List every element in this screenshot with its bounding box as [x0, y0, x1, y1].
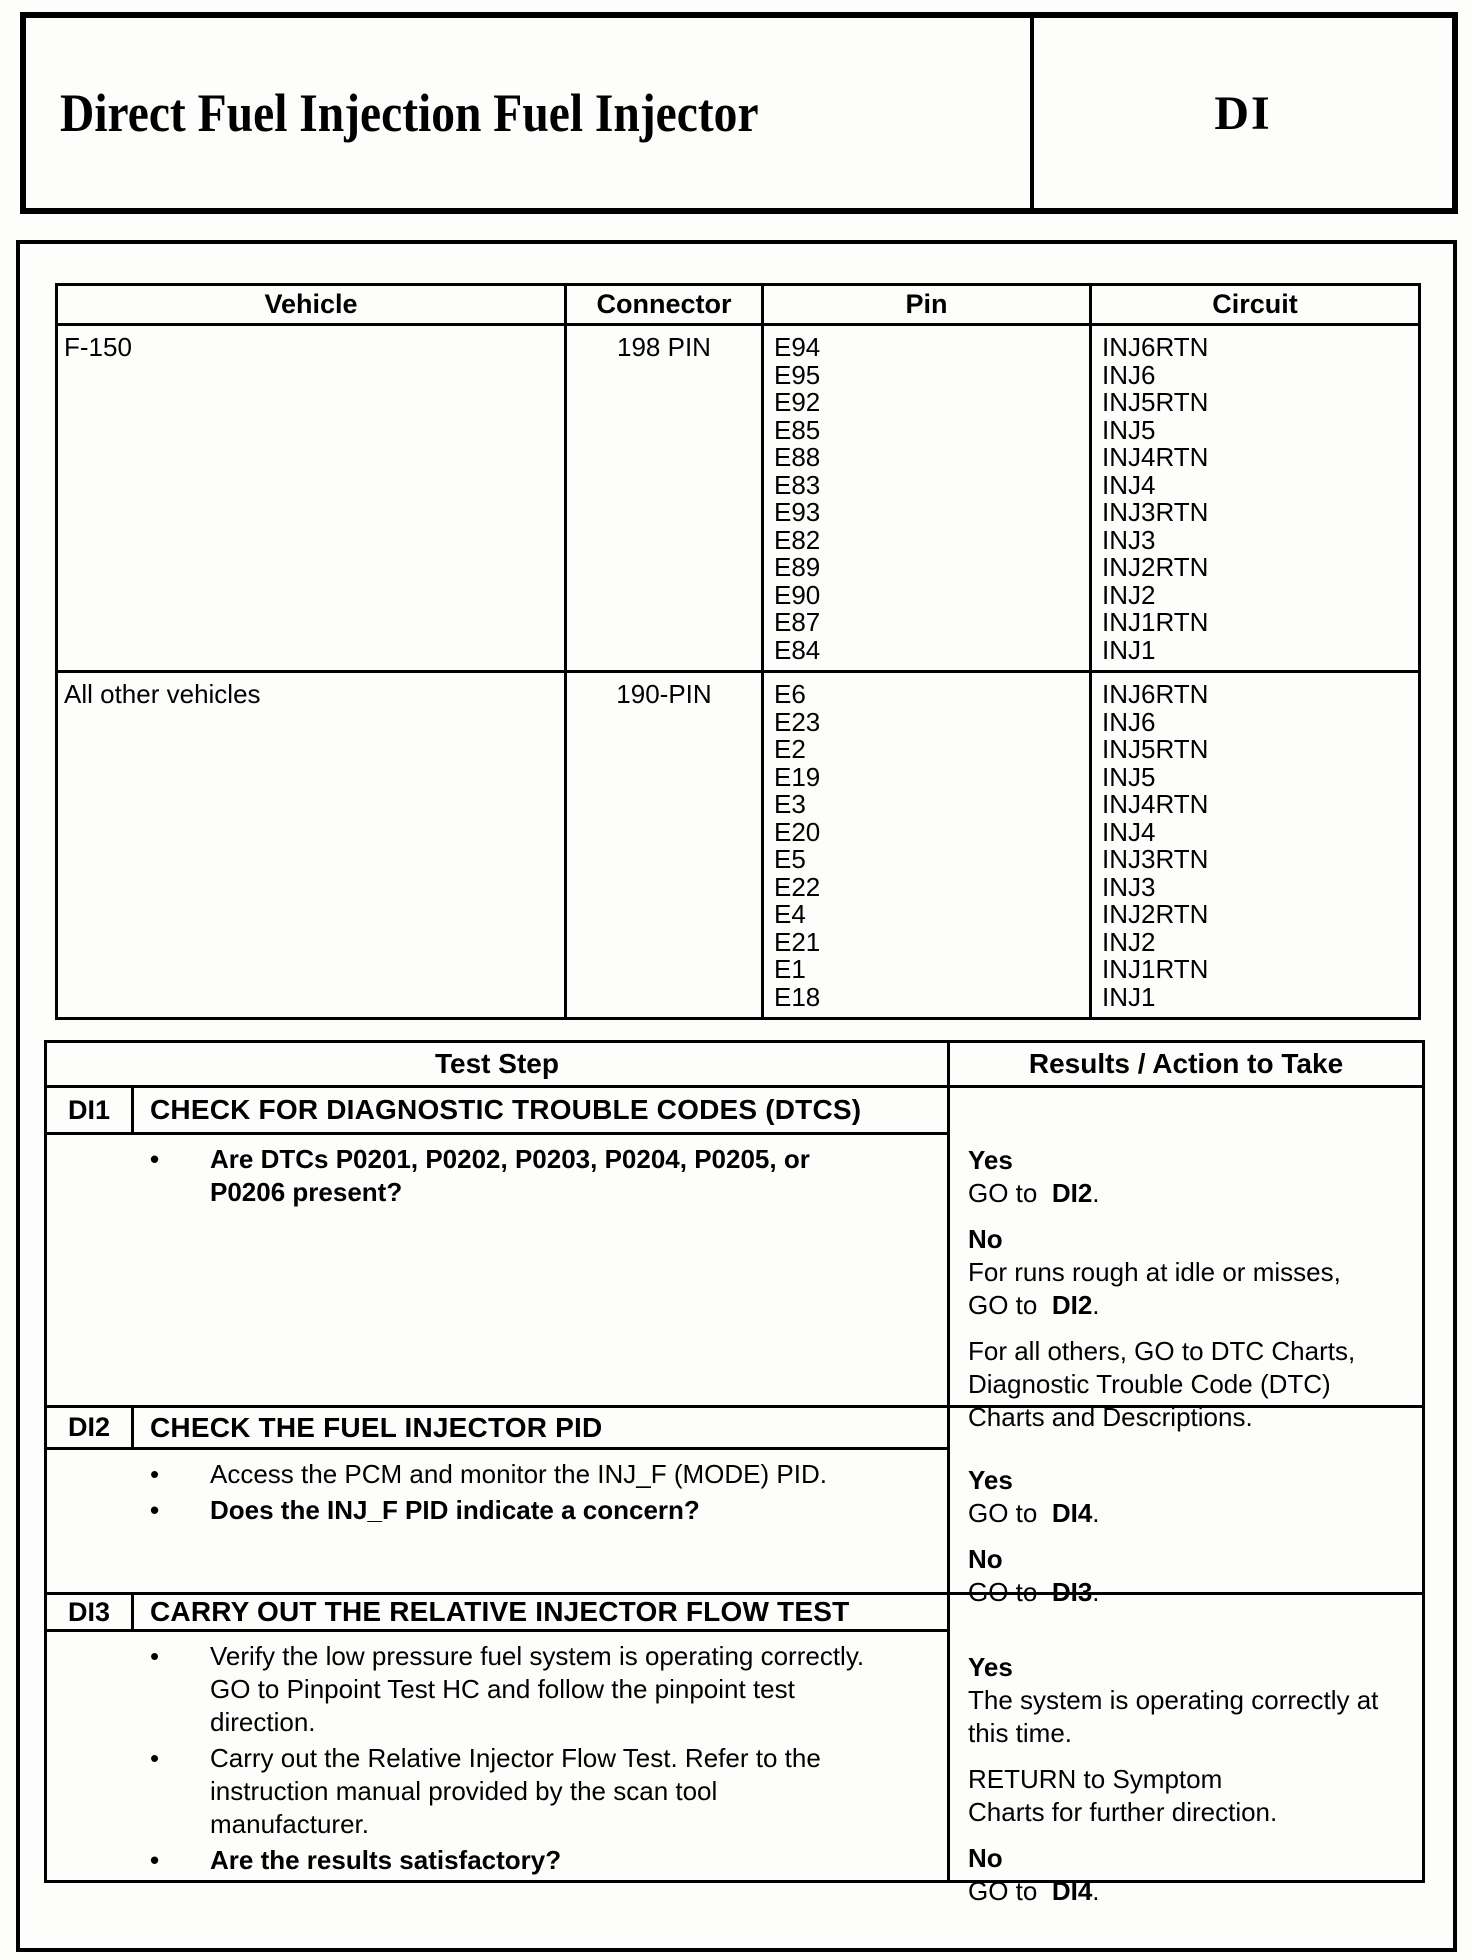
- bullet-item: Access the PCM and monitor the INJ_F (MO…: [47, 1458, 947, 1491]
- step-di3-header: DI3 CARRY OUT THE RELATIVE INJECTOR FLOW…: [47, 1595, 947, 1632]
- connector-cell: 198 PIN: [564, 323, 764, 673]
- step-di1-bullets: Are DTCs P0201, P0202, P0203, P0204, P02…: [47, 1143, 947, 1209]
- circuit-list: INJ6RTN INJ6 INJ5RTN INJ5 INJ4RTN INJ4 I…: [1089, 670, 1421, 1020]
- step-di2-body: Access the PCM and monitor the INJ_F (MO…: [47, 1450, 947, 1530]
- step-id: DI2: [47, 1408, 134, 1447]
- step-title: CHECK FOR DIAGNOSTIC TROUBLE CODES (DTCS…: [150, 1094, 862, 1125]
- step-id: DI3: [47, 1595, 134, 1629]
- bullet-item: Does the INJ_F PID indicate a concern?: [47, 1494, 947, 1527]
- step-di3-bullets: Verify the low pressure fuel system is o…: [47, 1640, 947, 1877]
- bullet-item: Carry out the Relative Injector Flow Tes…: [47, 1742, 947, 1841]
- title-bar: Direct Fuel Injection Fuel Injector DI: [20, 12, 1458, 214]
- col-header-vehicle: Vehicle: [55, 283, 567, 326]
- circuit-list: INJ6RTN INJ6 INJ5RTN INJ5 INJ4RTN INJ4 I…: [1089, 323, 1421, 673]
- connector-cell: 190-PIN: [564, 670, 764, 1020]
- col-header-results: Results / Action to Take: [1028, 1048, 1344, 1079]
- vehicle-cell: F-150: [55, 323, 567, 673]
- table-row-f150: F-150 198 PIN E94 E95 E92 E85 E88 E83 E9…: [55, 323, 1421, 673]
- page-title: Direct Fuel Injection Fuel Injector: [60, 83, 759, 143]
- table-row-other-vehicles: All other vehicles 190-PIN E6 E23 E2 E19…: [55, 670, 1421, 1020]
- step-di3-left: DI3 CARRY OUT THE RELATIVE INJECTOR FLOW…: [47, 1595, 950, 1880]
- col-header-pin: Pin: [761, 283, 1092, 326]
- step-di1-results: Yes GO to DI2. No For runs rough at idle or…: [968, 1145, 1356, 1432]
- step-di3-results: Yes The system is operating correctly at t…: [968, 1652, 1379, 1906]
- col-header-circuit: Circuit: [1089, 283, 1421, 326]
- pin-list: E94 E95 E92 E85 E88 E83 E93 E82 E89 E90 …: [761, 323, 1092, 673]
- step-di1-header: DI1 CHECK FOR DIAGNOSTIC TROUBLE CODES (…: [47, 1088, 947, 1135]
- pin-table-header-row: Vehicle Connector Pin Circuit: [55, 283, 1421, 326]
- step-title: CHECK THE FUEL INJECTOR PID: [150, 1411, 603, 1443]
- bullet-item: Verify the low pressure fuel system is o…: [47, 1640, 947, 1739]
- vehicle-cell: All other vehicles: [55, 670, 567, 1020]
- step-di2-left: DI2 CHECK THE FUEL INJECTOR PID Access t…: [47, 1408, 950, 1592]
- col-header-connector: Connector: [564, 283, 764, 326]
- step-di2-header: DI2 CHECK THE FUEL INJECTOR PID: [47, 1408, 947, 1450]
- step-title: CARRY OUT THE RELATIVE INJECTOR FLOW TES…: [150, 1596, 850, 1627]
- col-header-test-step: Test Step: [47, 1043, 950, 1085]
- test-step-di3: DI3 CARRY OUT THE RELATIVE INJECTOR FLOW…: [47, 1595, 1422, 1906]
- test-step-di2: DI2 CHECK THE FUEL INJECTOR PID Access t…: [47, 1408, 1422, 1607]
- section-code: DI: [1214, 86, 1272, 140]
- bullet-item: Are the results satisfactory?: [47, 1844, 947, 1877]
- pin-list: E6 E23 E2 E19 E3 E20 E5 E22 E4 E21 E1 E1…: [761, 670, 1092, 1020]
- bullet-item: Are DTCs P0201, P0202, P0203, P0204, P02…: [47, 1143, 947, 1209]
- step-di1-body: Are DTCs P0201, P0202, P0203, P0204, P02…: [47, 1135, 947, 1212]
- section-code-cell: DI: [1030, 18, 1452, 208]
- test-table-header-row: Test Step Results / Action to Take: [47, 1043, 1422, 1088]
- step-di2-results: Yes GO to DI4. No GO to DI3.: [968, 1465, 1100, 1607]
- step-id: DI1: [47, 1088, 134, 1132]
- step-di1-left: DI1 CHECK FOR DIAGNOSTIC TROUBLE CODES (…: [47, 1088, 950, 1405]
- test-step-di1: DI1 CHECK FOR DIAGNOSTIC TROUBLE CODES (…: [47, 1088, 1422, 1432]
- content-frame: [16, 240, 1457, 1952]
- test-step-table: Test Step Results / Action to Take DI1 C…: [44, 1040, 1425, 1906]
- title-cell: Direct Fuel Injection Fuel Injector: [26, 18, 1030, 208]
- step-di3-body: Verify the low pressure fuel system is o…: [47, 1632, 947, 1880]
- connector-pin-table: Vehicle Connector Pin Circuit F-150 198 …: [55, 283, 1421, 1020]
- step-di2-bullets: Access the PCM and monitor the INJ_F (MO…: [47, 1458, 947, 1527]
